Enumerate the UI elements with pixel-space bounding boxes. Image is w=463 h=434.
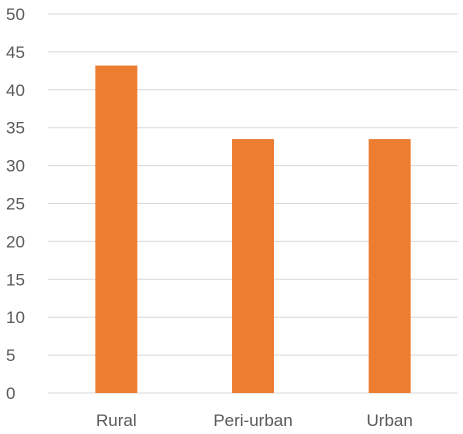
y-tick-label: 40 bbox=[6, 81, 25, 100]
bar-rural bbox=[95, 65, 138, 393]
y-tick-label: 15 bbox=[6, 270, 25, 289]
y-tick-label: 30 bbox=[6, 157, 25, 176]
y-tick-label: 20 bbox=[6, 232, 25, 251]
y-tick-label: 5 bbox=[6, 346, 15, 365]
bar-urban bbox=[368, 139, 411, 393]
y-tick-label: 25 bbox=[6, 195, 25, 214]
bar-peri-urban bbox=[232, 139, 274, 393]
x-axis-category-labels: Rural Peri-urban Urban bbox=[96, 411, 413, 430]
x-category-label: Urban bbox=[367, 411, 413, 430]
y-tick-label: 0 bbox=[6, 384, 15, 403]
bars bbox=[95, 65, 411, 393]
y-tick-label: 35 bbox=[6, 119, 25, 138]
x-category-label: Rural bbox=[96, 411, 137, 430]
x-category-label: Peri-urban bbox=[213, 411, 292, 430]
y-tick-label: 10 bbox=[6, 308, 25, 327]
y-axis-tick-labels: 0 5 10 15 20 25 30 35 40 45 50 bbox=[6, 5, 25, 403]
y-tick-label: 50 bbox=[6, 5, 25, 24]
y-tick-label: 45 bbox=[6, 43, 25, 62]
